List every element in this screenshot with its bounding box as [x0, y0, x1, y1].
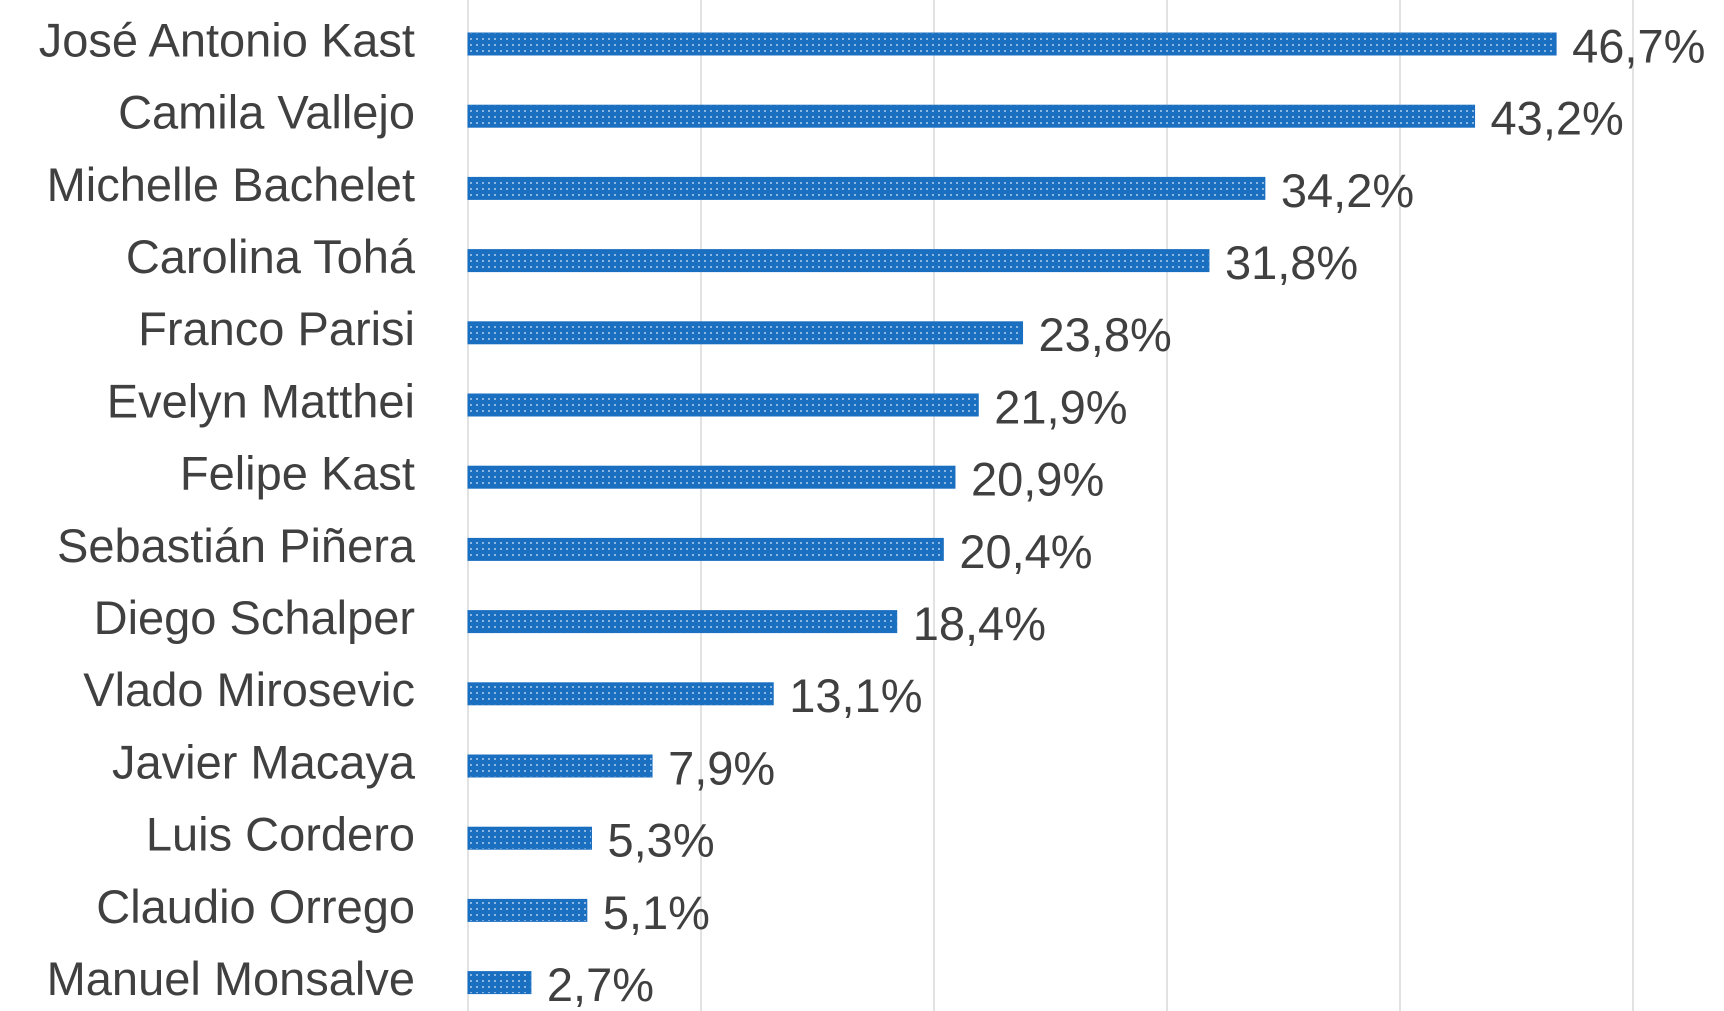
category-label: Claudio Orrego [96, 880, 415, 933]
category-label: Carolina Tohá [126, 230, 416, 283]
value-label: 31,8% [1225, 236, 1358, 289]
value-label: 18,4% [913, 597, 1046, 650]
bar [467, 32, 1557, 56]
category-label: José Antonio Kast [39, 13, 415, 66]
category-label: Evelyn Matthei [107, 374, 415, 427]
bar [467, 176, 1266, 200]
category-label: Franco Parisi [138, 302, 415, 355]
category-label: Luis Cordero [146, 808, 415, 861]
bar [467, 610, 898, 634]
value-label: 34,2% [1281, 164, 1414, 217]
value-label: 43,2% [1491, 92, 1624, 145]
value-label: 21,9% [994, 380, 1127, 433]
value-label: 13,1% [789, 669, 922, 722]
bar [467, 321, 1024, 345]
value-label: 20,4% [959, 525, 1092, 578]
bar [467, 898, 588, 922]
bar [467, 465, 956, 489]
category-label: Felipe Kast [180, 447, 415, 500]
value-label: 5,1% [603, 886, 710, 939]
category-label: Vlado Mirosevic [83, 663, 415, 716]
category-label: Javier Macaya [112, 735, 416, 788]
category-label: Sebastián Piñera [57, 519, 416, 572]
value-label: 46,7% [1572, 19, 1705, 72]
value-label: 7,9% [668, 741, 775, 794]
bar [467, 393, 979, 417]
bar [467, 971, 532, 995]
bar [467, 537, 944, 561]
value-label: 2,7% [547, 958, 654, 1011]
bar [467, 249, 1210, 273]
bar [467, 104, 1476, 128]
bar [467, 754, 653, 778]
value-label: 5,3% [607, 814, 714, 867]
value-label: 20,9% [971, 453, 1104, 506]
category-label: Diego Schalper [94, 591, 415, 644]
bar [467, 682, 774, 706]
value-label: 23,8% [1039, 308, 1172, 361]
category-label: Camila Vallejo [118, 86, 415, 139]
category-label: Michelle Bachelet [47, 158, 415, 211]
bar [467, 826, 592, 850]
category-label: Manuel Monsalve [47, 952, 415, 1005]
